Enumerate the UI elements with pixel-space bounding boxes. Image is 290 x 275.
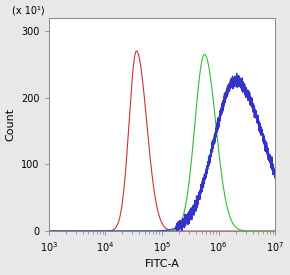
- Text: (x 10¹): (x 10¹): [12, 6, 45, 16]
- X-axis label: FITC-A: FITC-A: [144, 259, 180, 270]
- Y-axis label: Count: Count: [6, 108, 16, 141]
